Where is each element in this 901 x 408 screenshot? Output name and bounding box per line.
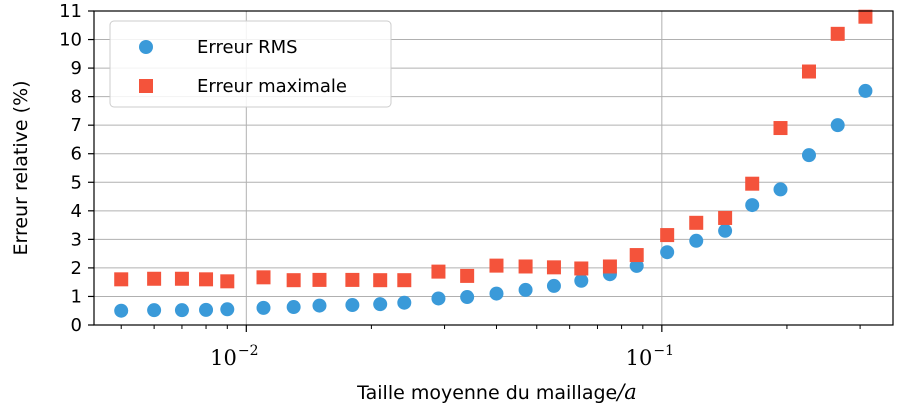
data-point-max: [830, 26, 845, 41]
data-point-rms: [689, 233, 704, 248]
legend: Erreur RMS Erreur maximale: [109, 20, 392, 108]
data-point-rms: [373, 297, 388, 312]
data-point-rms: [801, 148, 816, 163]
y-tick-label: 5: [71, 172, 82, 193]
data-point-max: [718, 210, 733, 225]
data-point-rms: [745, 198, 760, 213]
data-point-rms: [147, 303, 162, 318]
x-tick-label: 10−2: [210, 343, 258, 370]
y-tick-label: 8: [71, 87, 82, 108]
data-point-max: [489, 258, 504, 273]
data-point-rms: [460, 290, 475, 305]
data-point-max: [546, 260, 561, 275]
data-point-max: [373, 273, 388, 288]
data-point-rms: [397, 295, 412, 310]
y-tick-label: 10: [59, 30, 82, 51]
data-point-max: [660, 228, 675, 243]
y-tick-label: 6: [71, 144, 82, 165]
data-point-max: [220, 274, 235, 289]
data-point-rms: [431, 291, 446, 306]
legend-marker-rms: [139, 40, 153, 54]
data-point-max: [345, 272, 360, 287]
data-point-max: [689, 215, 704, 230]
data-point-max: [312, 272, 327, 287]
y-tick-label: 2: [71, 258, 82, 279]
data-point-rms: [256, 300, 271, 315]
data-point-max: [199, 272, 214, 287]
x-tick-label: 10−1: [626, 343, 674, 370]
y-tick-label: 0: [71, 315, 82, 336]
axes: 0 1 2 3 4 5 6 7 8 9 10 11 10−2 10−1: [59, 1, 861, 370]
data-point-max: [114, 272, 129, 287]
plot-data: [114, 9, 873, 318]
data-point-rms: [574, 273, 589, 288]
data-point-rms: [546, 278, 561, 293]
data-point-rms: [858, 83, 873, 98]
data-point-max: [745, 176, 760, 191]
legend-box: [109, 20, 392, 108]
data-point-max: [801, 64, 816, 79]
x-axis-label-text: Taille moyenne du maillage: [356, 382, 617, 404]
data-point-rms: [114, 303, 129, 318]
data-point-max: [574, 261, 589, 276]
data-point-max: [602, 259, 617, 274]
data-point-rms: [660, 245, 675, 260]
legend-label-max: Erreur maximale: [197, 76, 347, 97]
y-tick-label: 4: [71, 201, 82, 222]
data-point-rms: [199, 302, 214, 317]
data-point-rms: [629, 258, 644, 273]
data-point-max: [629, 248, 644, 263]
data-point-rms: [773, 182, 788, 197]
data-point-rms: [174, 303, 189, 318]
data-point-max: [518, 259, 533, 274]
data-point-rms: [312, 298, 327, 313]
data-point-max: [858, 9, 873, 24]
y-tick-label: 3: [71, 229, 82, 250]
data-point-max: [174, 271, 189, 286]
data-point-rms: [489, 286, 504, 301]
data-point-max: [147, 271, 162, 286]
data-point-max: [286, 273, 301, 288]
data-point-rms: [286, 300, 301, 315]
y-tick-label: 11: [59, 1, 82, 22]
data-point-rms: [518, 282, 533, 297]
x-axis-label: Taille moyenne du maillage/a: [356, 380, 637, 404]
plot-frame: [93, 10, 894, 326]
y-tick-label: 1: [71, 286, 82, 307]
data-point-max: [397, 273, 412, 288]
data-point-rms: [718, 223, 733, 238]
data-point-rms: [220, 302, 235, 317]
y-axis-label: Erreur relative (%): [10, 80, 32, 255]
x-axis-label-suffix: /a: [615, 380, 637, 404]
legend-label-rms: Erreur RMS: [197, 37, 298, 58]
data-point-rms: [345, 298, 360, 313]
legend-marker-max: [139, 79, 153, 93]
y-tick-label: 7: [71, 115, 82, 136]
data-point-max: [460, 268, 475, 283]
data-point-max: [773, 121, 788, 136]
y-tick-label: 9: [71, 58, 82, 79]
data-point-max: [431, 264, 446, 279]
data-point-max: [256, 270, 271, 285]
data-point-rms: [830, 118, 845, 133]
